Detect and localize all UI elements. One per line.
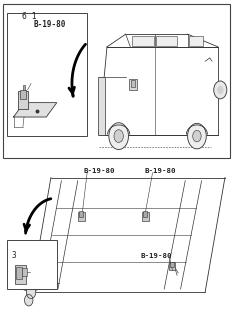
Bar	[169, 262, 176, 270]
Text: B-19-80: B-19-80	[84, 168, 115, 174]
Bar	[3, 4, 230, 158]
Bar	[78, 212, 85, 220]
Circle shape	[114, 130, 123, 142]
Circle shape	[217, 86, 223, 94]
Polygon shape	[14, 103, 57, 117]
Bar	[131, 80, 135, 87]
Bar	[143, 211, 147, 217]
Bar	[98, 77, 105, 134]
Bar	[7, 13, 87, 136]
Text: 3: 3	[11, 252, 16, 260]
Text: B-19-80: B-19-80	[144, 168, 176, 174]
Polygon shape	[17, 256, 51, 292]
Bar	[142, 212, 149, 220]
Bar	[156, 36, 177, 46]
Text: B-19-80: B-19-80	[33, 20, 66, 29]
Bar	[129, 79, 137, 90]
Circle shape	[109, 123, 129, 149]
Circle shape	[188, 123, 206, 149]
Text: 6 1: 6 1	[22, 12, 36, 21]
Bar	[170, 262, 174, 268]
Circle shape	[214, 81, 227, 99]
Bar	[79, 211, 83, 217]
Bar	[189, 36, 203, 46]
Bar	[7, 240, 57, 289]
Bar	[18, 92, 27, 109]
Text: B-19-80: B-19-80	[141, 253, 172, 259]
Circle shape	[26, 286, 36, 299]
Bar	[22, 268, 27, 276]
Bar	[15, 265, 26, 284]
Bar	[20, 90, 26, 100]
Circle shape	[24, 294, 33, 306]
Bar	[132, 36, 154, 46]
Circle shape	[193, 130, 201, 142]
Bar	[23, 85, 25, 90]
Bar	[16, 267, 22, 279]
